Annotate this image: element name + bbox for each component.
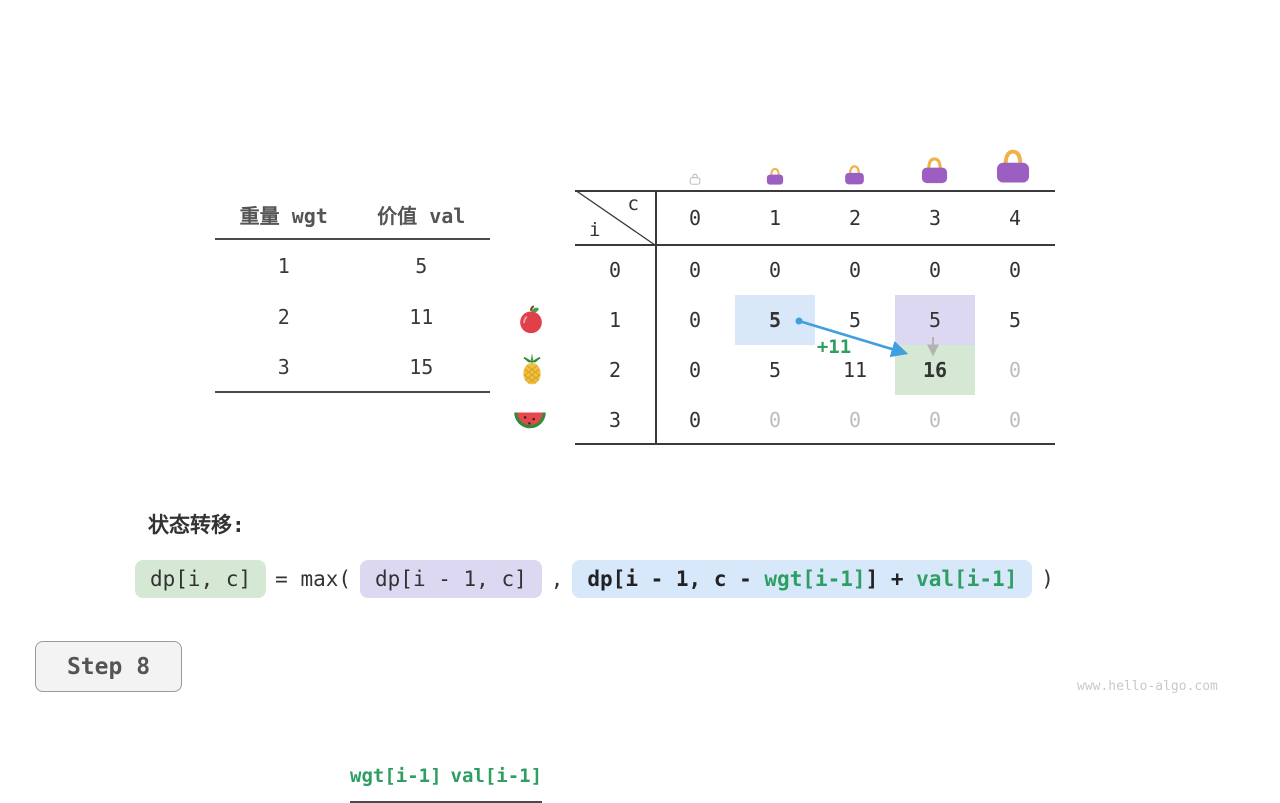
item-table-header-wgt: 重量 wgt (239, 203, 328, 228)
item-3-val: 15 (409, 354, 434, 379)
dp-col-header-3: 3 (928, 205, 942, 230)
item-row-2: 2 11 (215, 291, 490, 342)
dp-table: c i 0 1 2 3 4 0 0 0 0 0 0 1 0 5 5 5 5 2 … (575, 190, 1055, 445)
dp-cell-r2-c0: 0 (688, 358, 702, 382)
formula-comma: , (550, 567, 564, 591)
formula-close-paren: ) (1041, 567, 1054, 591)
knapsack-dp-diagram: 重量 wgt 价值 val wgt[i-1] val[i-1] 1 5 2 11… (35, 148, 1218, 803)
formula-lhs-box: dp[i, c] (135, 560, 267, 598)
bag-icon (919, 156, 950, 189)
dp-cell-r0-c2: 0 (848, 258, 862, 282)
dp-cell-r2-c1: 5 (768, 358, 782, 382)
formula-eq-max: = max( (275, 567, 352, 591)
dp-row-header-1: 1 (608, 308, 622, 332)
dp-cell-r2-c4: 0 (1008, 358, 1022, 382)
bag-icon (765, 167, 785, 190)
take-term-prefix: dp[i - 1, c - (587, 567, 765, 591)
dp-cell-r1-c4: 5 (1008, 308, 1022, 332)
item-1-val: 5 (415, 253, 428, 278)
dp-cell-r1-c3-highlight-purple: 5 (895, 295, 975, 345)
dp-cell-r3-c3: 0 (928, 408, 942, 432)
item-2-val: 11 (409, 304, 434, 329)
item-2-wgt: 2 (277, 304, 290, 329)
dp-cell-r3-c1: 0 (768, 408, 782, 432)
dp-cell-r3-c0: 0 (688, 408, 702, 432)
take-term-val: val[i-1] (916, 567, 1018, 591)
take-term-wgt: wgt[i-1] (764, 567, 866, 591)
dp-cell-r2-c2: 11 (842, 358, 868, 382)
watermark: www.hello-algo.com (1077, 679, 1218, 694)
dp-cell-r1-c0: 0 (688, 308, 702, 332)
formula-skip-term-box: dp[i - 1, c] (360, 560, 542, 598)
divider (575, 244, 1055, 246)
dp-corner-cell: c i (575, 190, 655, 245)
divider (575, 190, 1055, 192)
item-1-wgt: 1 (277, 253, 290, 278)
dp-cell-r0-c0: 0 (688, 258, 702, 282)
dp-cell-r3-c2: 0 (848, 408, 862, 432)
apple-icon (517, 305, 545, 339)
plus-value-annotation: +11 (816, 336, 852, 358)
item-table-val-formula: val[i-1] (450, 764, 543, 787)
dp-axis-i-label: i (589, 219, 601, 241)
dp-row-header-0: 0 (608, 258, 622, 282)
dp-cell-r0-c1: 0 (768, 258, 782, 282)
bag-icon (843, 164, 866, 190)
dp-cell-r0-c3: 0 (928, 258, 942, 282)
pineapple-icon (518, 353, 546, 389)
dp-col-header-4: 4 (1008, 205, 1022, 230)
dp-row-header-2: 2 (608, 358, 622, 382)
step-badge: Step 8 (35, 641, 182, 692)
dp-cell-r2-c3-highlight-green: 16 (895, 345, 975, 395)
formula-take-term-box: dp[i - 1, c - wgt[i-1]] + val[i-1] (572, 560, 1033, 598)
divider (575, 443, 1055, 445)
diagonal-divider (575, 190, 655, 245)
item-table: 重量 wgt 价值 val wgt[i-1] val[i-1] 1 5 2 11… (215, 190, 543, 803)
item-table-formula-row: wgt[i-1] val[i-1] (350, 750, 543, 803)
dp-axis-c-label: c (627, 193, 639, 215)
bag-icon (993, 148, 1033, 189)
item-table-wgt-formula: wgt[i-1] (350, 764, 442, 787)
dp-cell-r0-c4: 0 (1008, 258, 1022, 282)
transition-formula: dp[i, c] = max( dp[i - 1, c] , dp[i - 1,… (135, 560, 1054, 598)
transition-label: 状态转移: (148, 513, 245, 537)
item-row-1: 1 5 (215, 240, 490, 291)
item-table-header-row: 重量 wgt 价值 val (215, 190, 490, 240)
divider (655, 190, 657, 445)
dp-cell-r1-c1-highlight-blue: 5 (735, 295, 815, 345)
bag-outline-icon (688, 171, 702, 190)
dp-col-header-1: 1 (768, 205, 782, 230)
item-3-wgt: 3 (277, 354, 290, 379)
item-row-3: 3 15 (215, 342, 490, 393)
item-table-header-val: 价值 val (377, 203, 466, 228)
dp-cell-r3-c4: 0 (1008, 408, 1022, 432)
take-term-mid: ] + (865, 567, 917, 591)
dp-col-header-0: 0 (688, 205, 702, 230)
dp-col-header-2: 2 (848, 205, 862, 230)
dp-row-header-3: 3 (608, 408, 622, 432)
watermelon-icon (513, 407, 547, 439)
